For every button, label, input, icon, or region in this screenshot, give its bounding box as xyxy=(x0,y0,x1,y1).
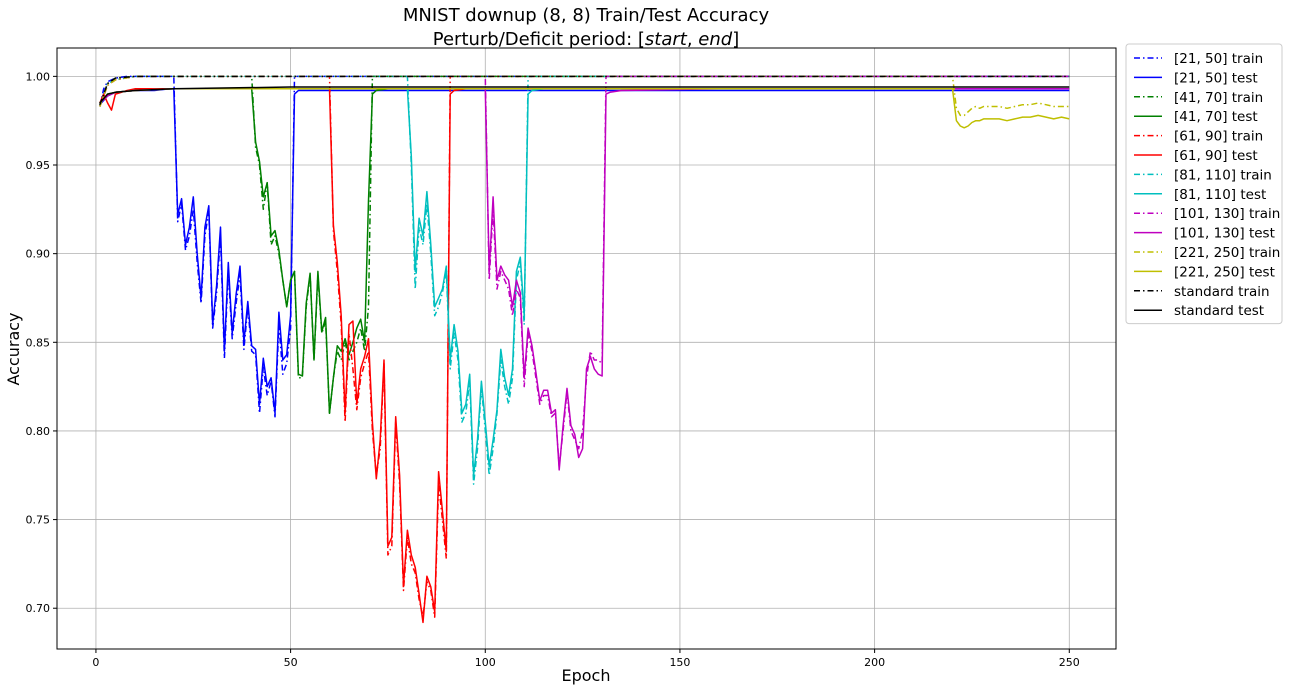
x-tick-label: 150 xyxy=(669,656,690,669)
legend-label: [221, 250] test xyxy=(1174,264,1275,280)
legend-label: [221, 250] train xyxy=(1174,245,1280,261)
chart-title-line-2: Perturb/Deficit period: [start, end] xyxy=(433,29,740,50)
y-tick-label: 0.95 xyxy=(26,159,51,172)
x-tick-label: 50 xyxy=(284,656,298,669)
y-tick-label: 1.00 xyxy=(26,70,51,83)
series-line-10 xyxy=(99,75,1070,117)
legend-label: [81, 110] train xyxy=(1174,167,1272,183)
legend-label: [101, 130] train xyxy=(1174,206,1280,222)
series-line-11 xyxy=(99,88,1070,129)
y-tick-label: 0.75 xyxy=(26,514,51,527)
legend-label: [101, 130] test xyxy=(1174,226,1275,242)
legend-label: [61, 90] train xyxy=(1174,129,1263,145)
x-tick-label: 100 xyxy=(475,656,496,669)
legend-label: standard test xyxy=(1174,303,1264,319)
legend-label: [61, 90] test xyxy=(1174,148,1258,164)
legend-label: [41, 70] test xyxy=(1174,109,1258,125)
y-tick-label: 0.85 xyxy=(26,336,51,349)
series-line-12 xyxy=(99,75,1070,105)
title-start: start xyxy=(645,29,688,50)
legend-label: standard train xyxy=(1174,284,1270,300)
series-line-5 xyxy=(99,88,1070,624)
legend: [21, 50] train [21, 50] test [41, 70] trai… xyxy=(1125,43,1283,325)
legend-frame xyxy=(1125,43,1283,325)
title-suffix: ] xyxy=(732,29,739,50)
x-axis-label: Epoch xyxy=(562,666,611,685)
legend-label: [21, 50] train xyxy=(1174,51,1263,67)
x-axis-ticks: 0 50 100 150 200 250 xyxy=(92,649,1080,669)
y-axis-label: Accuracy xyxy=(4,312,23,385)
chart-title-line-1: MNIST downup (8, 8) Train/Test Accuracy xyxy=(403,5,770,26)
legend-label: [41, 70] train xyxy=(1174,90,1263,106)
y-tick-label: 0.90 xyxy=(26,248,51,261)
y-tick-label: 0.80 xyxy=(26,425,51,438)
series-line-9 xyxy=(99,88,1070,471)
series-line-1 xyxy=(99,88,1070,414)
series-line-13 xyxy=(99,86,1070,104)
plot-area-frame xyxy=(56,47,1117,650)
title-prefix: Perturb/Deficit period: [ xyxy=(433,29,645,50)
series-line-3 xyxy=(99,88,1070,414)
series-lines xyxy=(99,75,1070,624)
x-tick-label: 0 xyxy=(92,656,99,669)
y-axis-ticks: 0.70 0.75 0.80 0.85 0.90 0.95 1.00 xyxy=(26,70,57,615)
title-sep: , xyxy=(687,29,698,50)
title-end: end xyxy=(698,29,732,50)
series-line-2 xyxy=(99,75,1070,414)
legend-label: [81, 110] test xyxy=(1174,187,1266,203)
series-line-0 xyxy=(99,75,1070,418)
series-line-4 xyxy=(99,75,1070,618)
grid xyxy=(57,48,1116,649)
y-tick-label: 0.70 xyxy=(26,602,51,615)
x-tick-label: 200 xyxy=(864,656,885,669)
chart-title: MNIST downup (8, 8) Train/Test Accuracy … xyxy=(403,5,770,50)
x-tick-label: 250 xyxy=(1059,656,1080,669)
legend-label: [21, 50] test xyxy=(1174,70,1258,86)
